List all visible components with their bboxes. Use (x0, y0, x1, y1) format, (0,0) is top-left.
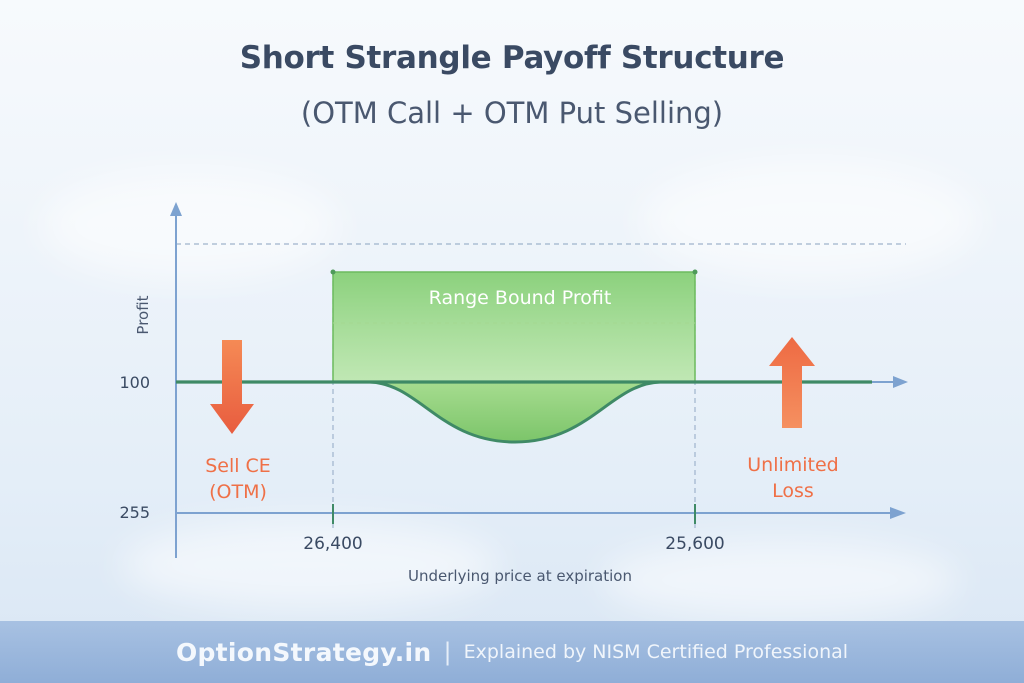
x-tick-label: 26,400 (303, 534, 362, 554)
up-arrow-icon (769, 337, 815, 428)
x-tick-label: 25,600 (665, 534, 724, 554)
page-subtitle: (OTM Call + OTM Put Selling) (300, 96, 724, 130)
left-annotation-line2: (OTM) (209, 481, 267, 503)
page-title: Short Strangle Payoff Structure (239, 40, 785, 76)
profit-zone (332, 271, 696, 383)
payoff-diagram: Profit 100 255 26,400 25,600 Underlying … (119, 202, 908, 585)
y-tick-label: 255 (119, 503, 150, 522)
background-cloud (640, 160, 980, 280)
footer-tagline: Explained by NISM Certified Professional (463, 641, 849, 663)
profit-zone-corner (330, 269, 336, 275)
footer-bar: OptionStrategy.in | Explained by NISM Ce… (0, 621, 1024, 683)
background-cloud (600, 540, 960, 620)
y-axis-arrow-icon (170, 202, 182, 216)
x-axis-label: Underlying price at expiration (408, 567, 632, 585)
payoff-dip-area (333, 382, 695, 442)
background-cloud (40, 170, 340, 280)
profit-zone-corner (692, 269, 698, 275)
x-axis-arrow-icon (890, 507, 906, 519)
right-annotation-line1: Unlimited (747, 454, 839, 476)
background-cloud (120, 520, 500, 610)
footer-separator: | (443, 638, 452, 666)
y-tick-label: 100 (119, 373, 150, 392)
payoff-line-arrow-icon (893, 376, 908, 388)
payoff-dip-curve (369, 380, 661, 444)
footer-brand: OptionStrategy.in (175, 637, 432, 667)
right-annotation-line2: Loss (772, 480, 814, 502)
profit-zone-label: Range Bound Profit (429, 287, 612, 309)
y-axis-label: Profit (134, 295, 152, 334)
left-annotation-line1: Sell CE (205, 455, 271, 477)
down-arrow-icon (210, 340, 254, 434)
